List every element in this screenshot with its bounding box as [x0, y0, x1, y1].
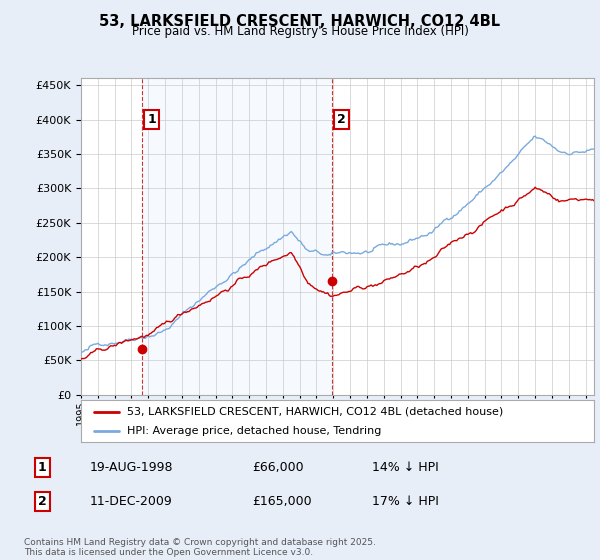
Text: Contains HM Land Registry data © Crown copyright and database right 2025.
This d: Contains HM Land Registry data © Crown c… [24, 538, 376, 557]
Text: 53, LARKSFIELD CRESCENT, HARWICH, CO12 4BL (detached house): 53, LARKSFIELD CRESCENT, HARWICH, CO12 4… [127, 407, 503, 417]
Text: 17% ↓ HPI: 17% ↓ HPI [372, 494, 439, 508]
Text: 2: 2 [38, 494, 46, 508]
Text: HPI: Average price, detached house, Tendring: HPI: Average price, detached house, Tend… [127, 426, 382, 436]
Text: 1: 1 [38, 461, 46, 474]
Text: 53, LARKSFIELD CRESCENT, HARWICH, CO12 4BL: 53, LARKSFIELD CRESCENT, HARWICH, CO12 4… [100, 14, 500, 29]
Text: £165,000: £165,000 [252, 494, 311, 508]
Text: 14% ↓ HPI: 14% ↓ HPI [372, 461, 439, 474]
Text: Price paid vs. HM Land Registry's House Price Index (HPI): Price paid vs. HM Land Registry's House … [131, 25, 469, 38]
Text: £66,000: £66,000 [252, 461, 304, 474]
Text: 2: 2 [337, 113, 346, 126]
Text: 1: 1 [147, 113, 156, 126]
Text: 19-AUG-1998: 19-AUG-1998 [90, 461, 173, 474]
Bar [142, 78, 332, 395]
Text: 11-DEC-2009: 11-DEC-2009 [90, 494, 173, 508]
